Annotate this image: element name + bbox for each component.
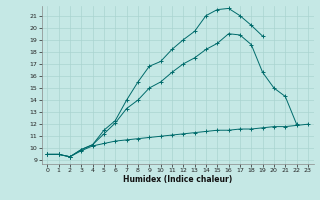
- X-axis label: Humidex (Indice chaleur): Humidex (Indice chaleur): [123, 175, 232, 184]
